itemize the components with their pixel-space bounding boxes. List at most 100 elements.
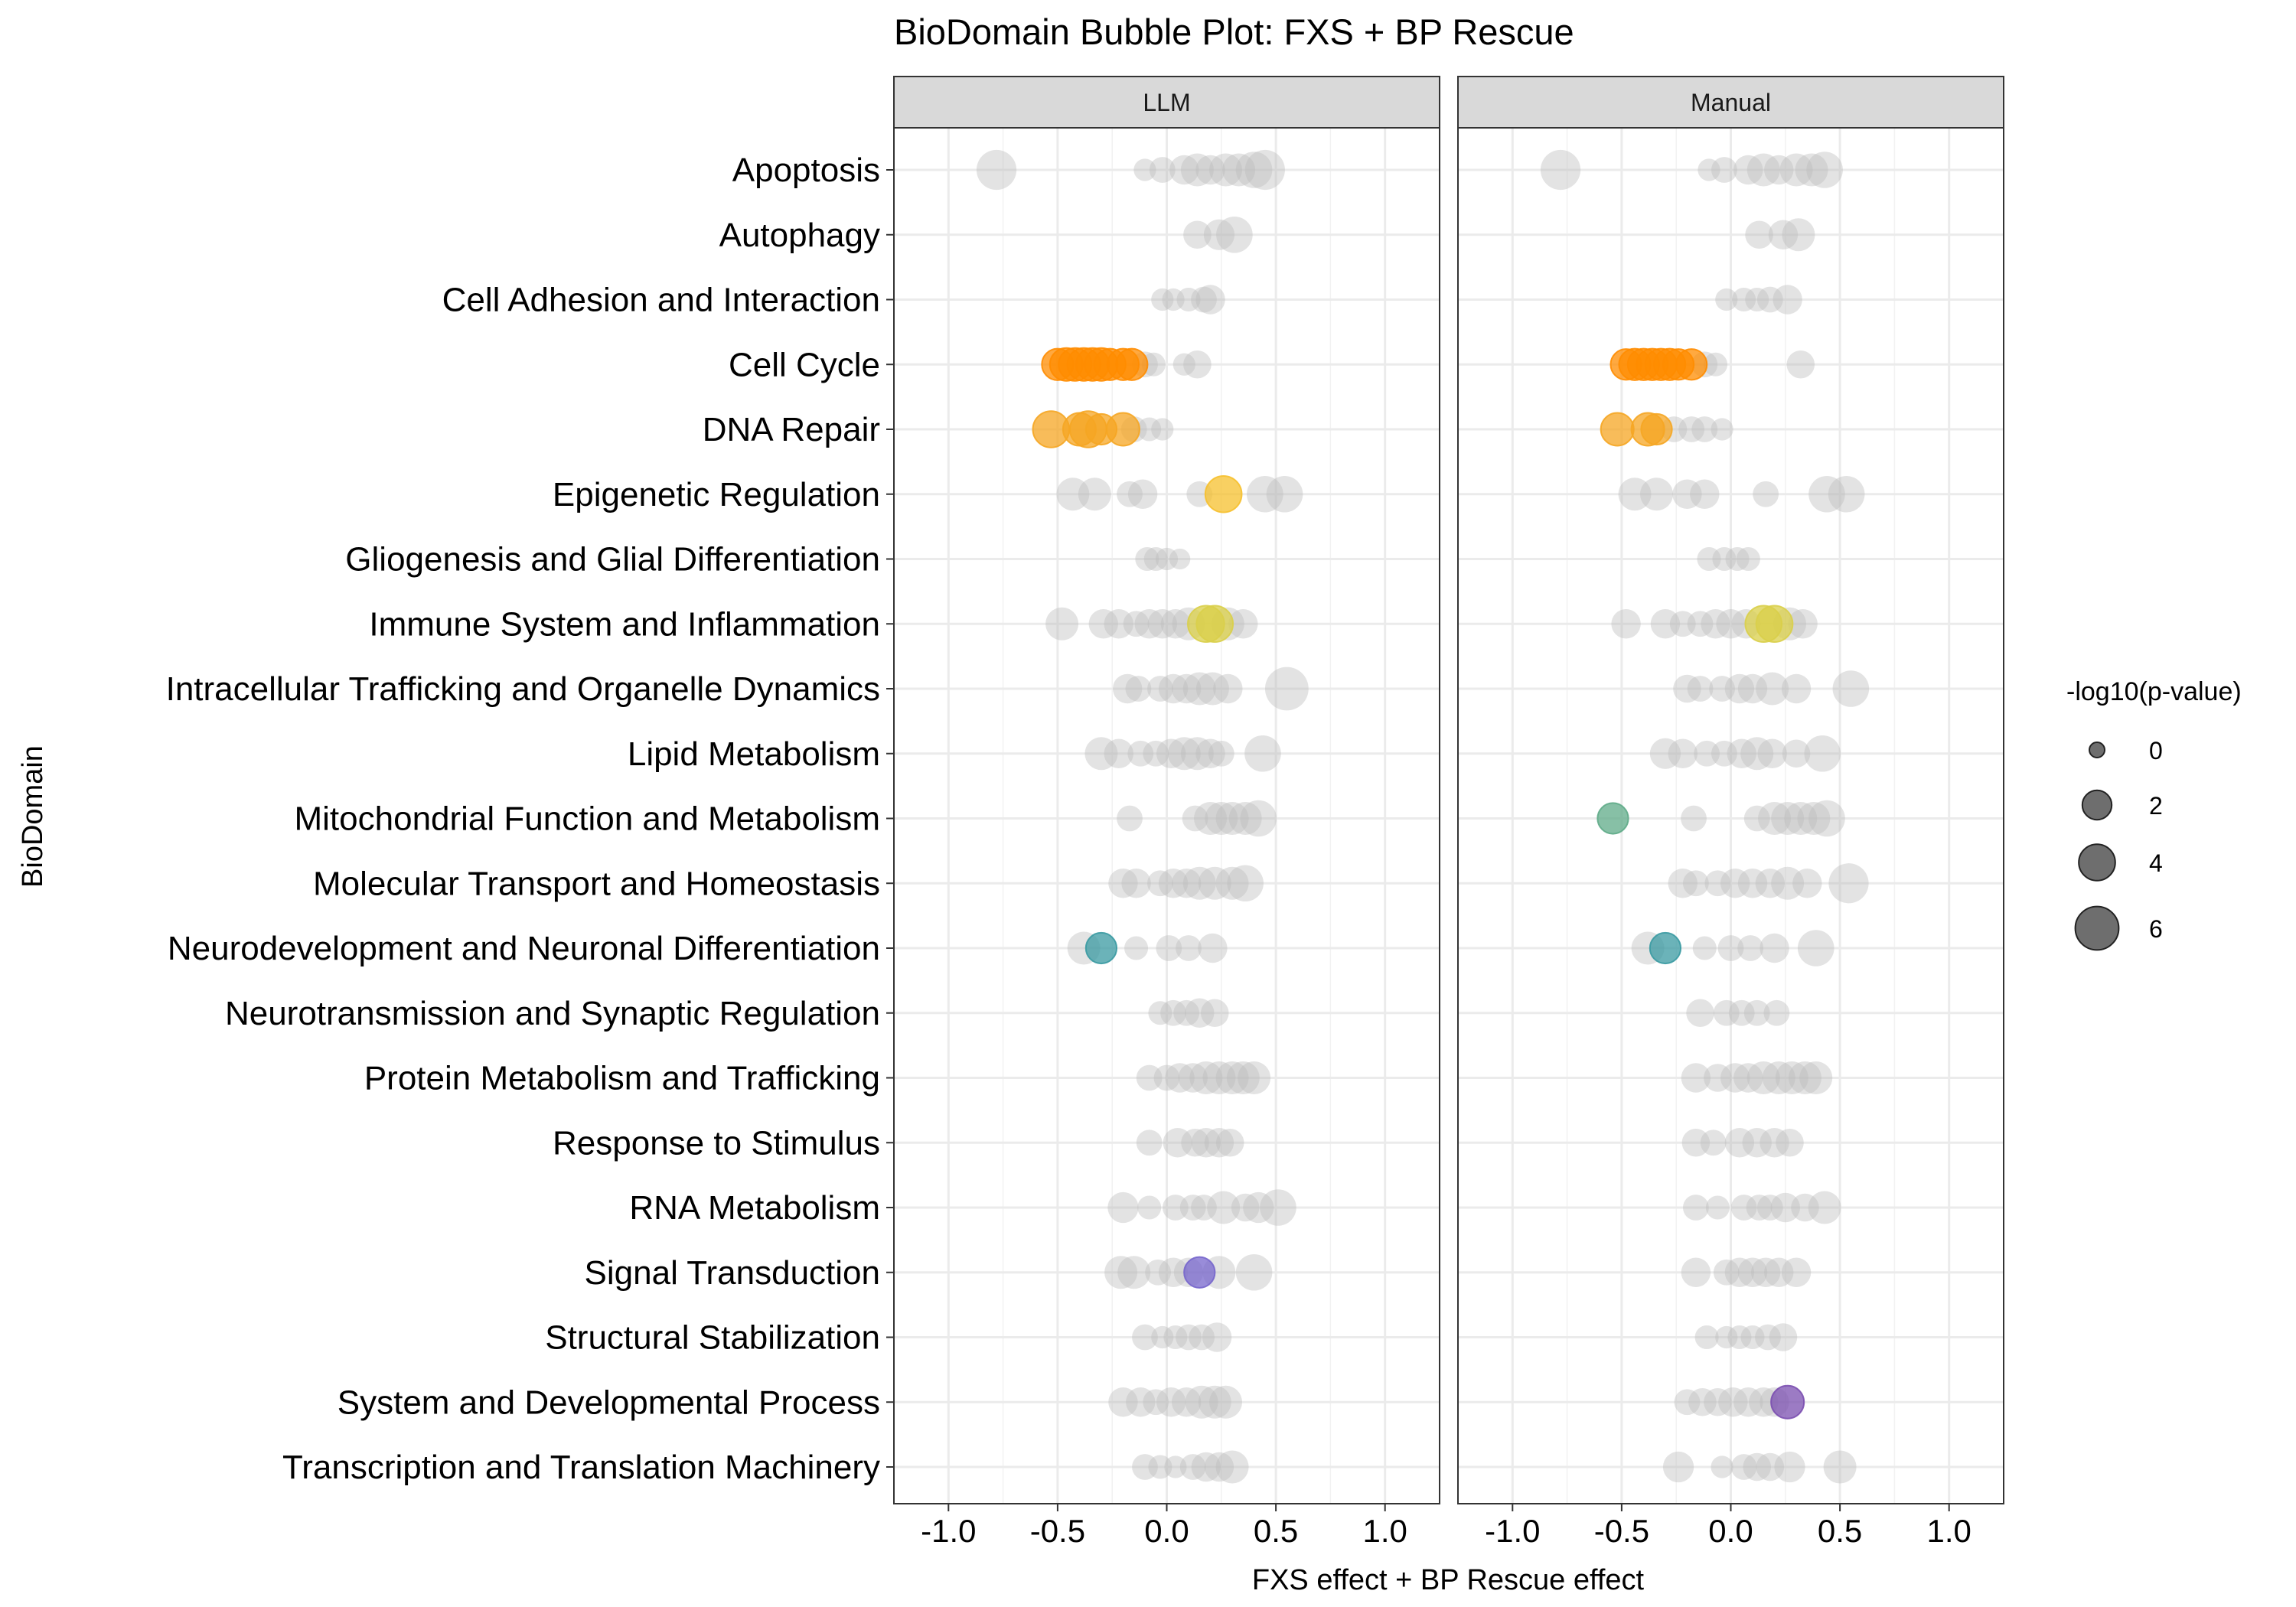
data-point — [1205, 802, 1238, 835]
x-tick-label: -0.5 — [1594, 1513, 1649, 1549]
data-point — [1127, 479, 1158, 509]
data-point — [1692, 936, 1717, 960]
data-point — [1750, 1257, 1781, 1287]
data-point — [1756, 672, 1789, 706]
x-tick-label: -1.0 — [1485, 1513, 1540, 1549]
data-point — [1181, 1128, 1209, 1157]
x-axis-title: FXS effect + BP Rescue effect — [1252, 1564, 1645, 1596]
data-point — [1162, 288, 1185, 311]
data-point — [1235, 152, 1273, 188]
data-point — [1737, 869, 1768, 898]
data-point — [1213, 673, 1243, 704]
data-point — [1137, 1195, 1162, 1220]
data-point — [1753, 481, 1779, 507]
panel-manual: Manual -1.0 -0.5 0.0 0.5 1.0 — [1457, 76, 2004, 1549]
data-point — [1740, 1325, 1765, 1350]
y-tick-label: RNA Metabolism — [629, 1189, 880, 1227]
data-point — [1686, 999, 1714, 1028]
y-axis-title: BioDomain — [17, 745, 49, 888]
data-point — [1209, 153, 1243, 187]
data-point — [1185, 998, 1215, 1028]
data-point — [1797, 930, 1835, 966]
data-point — [1148, 1455, 1172, 1479]
data-point — [1191, 1128, 1221, 1158]
data-point — [1746, 153, 1780, 187]
data-point — [1117, 1256, 1151, 1289]
data-point — [1126, 1387, 1156, 1417]
data-point — [1127, 740, 1154, 767]
data-point — [1191, 286, 1217, 313]
data-point — [1244, 735, 1281, 772]
data-point — [1209, 1385, 1243, 1419]
data-point — [1618, 478, 1652, 511]
data-point — [1650, 609, 1681, 639]
data-point — [1760, 933, 1789, 963]
data-point — [1668, 869, 1698, 898]
data-point — [1228, 802, 1262, 835]
data-point — [1687, 676, 1714, 702]
data-point — [1662, 1451, 1694, 1483]
data-point — [1828, 863, 1869, 904]
data-point — [1736, 546, 1760, 572]
data-point — [1688, 1387, 1717, 1416]
data-point — [1755, 1324, 1781, 1351]
panel-border — [893, 127, 1440, 1504]
data-point — [1132, 1454, 1158, 1480]
data-point — [1156, 935, 1182, 961]
y-tick-label: Structural Stabilization — [545, 1319, 880, 1357]
data-point — [1189, 1061, 1223, 1094]
data-point — [1045, 607, 1079, 641]
data-point — [1732, 287, 1756, 312]
y-tick-label: Immune System and Inflammation — [369, 605, 880, 643]
data-point-highlight — [1115, 347, 1149, 381]
data-point — [1743, 805, 1770, 832]
data-point — [1681, 1063, 1711, 1093]
data-point — [1148, 1001, 1172, 1025]
data-point — [1231, 1193, 1260, 1222]
y-tick-label: Molecular Transport and Homeostasis — [313, 865, 880, 902]
data-point — [1727, 1325, 1752, 1350]
data-point — [1701, 609, 1730, 639]
panels-layer: LLM -1.0 -0.5 0.0 0.5 1.0 Manual -1.0 -0.5 0.0 0.5… — [893, 76, 2004, 1549]
data-point — [1247, 475, 1283, 513]
data-point — [1774, 1451, 1805, 1483]
y-tick-label: Apoptosis — [732, 152, 880, 189]
data-point — [1147, 870, 1173, 897]
data-point — [1806, 152, 1843, 188]
data-point — [1134, 609, 1164, 639]
y-tick-label: Gliogenesis and Glial Differentiation — [345, 541, 880, 579]
data-point — [1746, 1195, 1773, 1221]
data-point — [1104, 609, 1133, 639]
data-point — [1649, 738, 1681, 769]
data-point — [1195, 285, 1225, 315]
data-point — [1155, 547, 1179, 571]
data-point — [1117, 481, 1143, 507]
data-point — [1169, 548, 1191, 570]
legend-title: -log10(p-value) — [2066, 677, 2242, 706]
data-point — [1143, 740, 1169, 767]
data-point — [1183, 350, 1212, 379]
data-point — [1757, 738, 1787, 768]
x-tick-label: 1.0 — [1363, 1513, 1407, 1549]
legend-label: 0 — [2149, 737, 2163, 764]
data-point — [1191, 1195, 1217, 1221]
y-tick-label: Mitochondrial Function and Metabolism — [295, 800, 881, 838]
data-point — [1788, 1061, 1821, 1094]
data-point — [1198, 1385, 1231, 1419]
legend-key — [2081, 789, 2113, 821]
data-point — [1156, 1387, 1186, 1417]
data-point — [1712, 546, 1737, 572]
legend-label: 2 — [2149, 792, 2163, 820]
data-point — [1694, 740, 1720, 767]
data-point — [1640, 478, 1674, 511]
y-tick-label: Intracellular Trafficking and Organelle … — [166, 670, 880, 708]
data-point — [1176, 287, 1201, 312]
data-point — [1200, 999, 1229, 1028]
data-point-highlight — [1755, 605, 1794, 644]
data-point — [1700, 1129, 1727, 1156]
data-point — [1195, 672, 1229, 706]
data-point — [1121, 869, 1151, 898]
data-point — [1266, 475, 1303, 513]
y-tick-label: Signal Transduction — [585, 1254, 880, 1292]
